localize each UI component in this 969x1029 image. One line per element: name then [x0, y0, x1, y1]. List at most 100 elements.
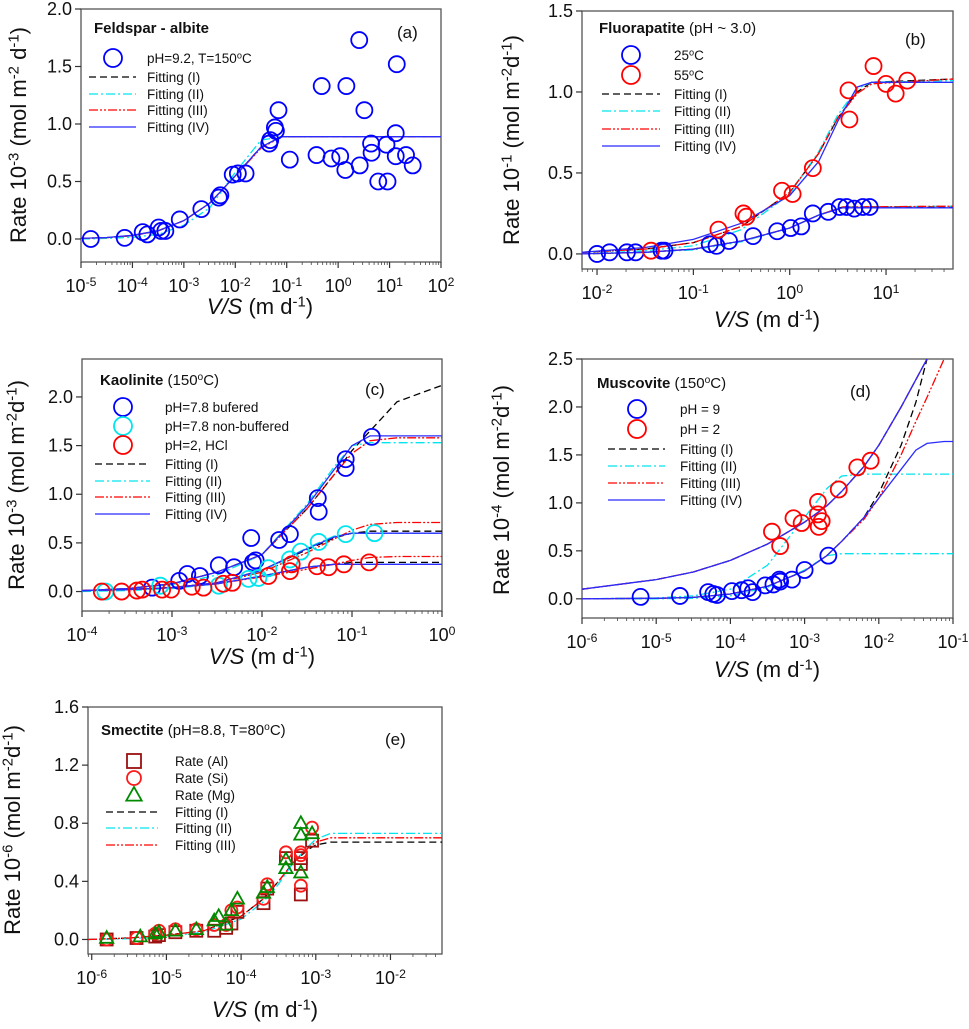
y-tick-label: 1.2: [54, 755, 79, 775]
y-tick-label: 2.0: [48, 387, 73, 407]
data-point: [309, 533, 328, 551]
legend: 25oC 55oC Fitting (I) Fitting (II) Fitting (…: [602, 45, 736, 154]
fit-curves: [582, 78, 953, 255]
data-point: [305, 833, 319, 848]
data-point: [839, 81, 858, 100]
data-point: [270, 531, 289, 549]
data-point: [773, 181, 791, 200]
title-note: (pH=8.8, T=80oC): [164, 722, 286, 739]
y-tick-label: 0.5: [548, 163, 573, 183]
data-point: [153, 580, 172, 599]
data-point: [819, 546, 838, 565]
data-point: [307, 557, 326, 576]
fit-line-fitting-i: [82, 384, 442, 592]
x-tick-label: 10-2: [375, 967, 406, 988]
data-point: [864, 57, 883, 75]
legend-label: Fitting (IV): [165, 507, 227, 522]
legend-label: Fitting (IV): [674, 139, 736, 154]
title-note: (pH ~ 3.0): [685, 20, 756, 37]
legend-label: Fitting (I): [165, 457, 218, 472]
data-point: [223, 573, 242, 592]
data-point: [167, 922, 184, 937]
fit-line-fitting-ii: [582, 553, 953, 600]
x-tick-label: 100: [325, 275, 352, 296]
data-point: [246, 551, 265, 570]
x-tick-label: 10-2: [220, 275, 251, 296]
fit-line-fitting-ii: [582, 473, 953, 600]
y-tick-label: 0.0: [54, 929, 79, 949]
legend: pH=7.8 bufered pH=7.8 non-buffered pH=2, H…: [95, 397, 289, 522]
legend-label: Fitting (II): [680, 459, 737, 474]
data-point: [362, 427, 381, 446]
data-point: [829, 480, 848, 499]
data-point: [259, 559, 278, 578]
data-point: [739, 579, 758, 598]
data-point: [242, 529, 261, 547]
legend-marker-icon: [627, 419, 647, 439]
data-point: [152, 222, 171, 240]
data-point: [214, 574, 233, 593]
data-point: [133, 580, 152, 599]
title-note: (150oC): [670, 375, 726, 392]
scatter-series: [92, 553, 379, 601]
x-tick-label: 10-2: [582, 282, 613, 303]
y-tick-label: 0.4: [54, 871, 79, 891]
legend-label: Fitting (I): [674, 87, 727, 102]
x-tick-label: 10-4: [226, 967, 257, 988]
data-point: [81, 230, 100, 248]
panel-label: (d): [850, 382, 871, 401]
data-point: [819, 202, 838, 221]
legend-label: Fitting (IV): [147, 120, 209, 135]
fit-line-fitting-iii: [582, 78, 953, 253]
data-point: [218, 916, 235, 931]
data-point: [206, 911, 223, 927]
data-point: [403, 156, 422, 175]
panel-b: 10-2 10-1 100 101 0.0 0.5 1.0 1.5 V/S (m d-1) Rat…: [499, 1, 954, 332]
x-tick-label: 10-3: [789, 631, 820, 652]
y-axis-title: Rate 10-4 (mol m-2d-1): [489, 385, 514, 595]
title-note: (150oC): [163, 372, 219, 389]
x-tick-label: 10-1: [337, 624, 368, 645]
data-point: [671, 587, 689, 605]
legend-marker-icon: [126, 770, 142, 786]
data-point: [362, 134, 380, 153]
data-point: [293, 878, 308, 893]
data-point: [280, 525, 299, 544]
data-point: [229, 890, 246, 905]
fit-line-fitting-iv: [82, 435, 442, 592]
data-point: [312, 77, 331, 95]
legend-marker-icon: [621, 65, 641, 85]
fit-line-fitting-iii: [82, 437, 442, 592]
data-point: [280, 150, 299, 169]
fit-line-fitting-iv: [582, 81, 953, 253]
data-point: [239, 569, 258, 588]
legend-label: Fitting (III): [165, 490, 226, 505]
fit-line-fitting-iii: [82, 521, 442, 592]
fit-line-fitting-ii: [82, 563, 442, 592]
fit-line-fitting-i: [88, 841, 442, 941]
data-point: [319, 558, 338, 577]
y-tick-label: 1.6: [54, 697, 79, 717]
fit-line-fitting-ii: [88, 832, 442, 941]
x-tick-label: 101: [873, 282, 900, 303]
x-tick-label: 10-4: [117, 275, 148, 296]
data-point: [840, 110, 859, 129]
legend: pH = 9 pH = 2 Fitting (I) Fitting (II) Fitti…: [608, 399, 742, 508]
data-point: [178, 565, 197, 583]
data-point: [223, 901, 240, 917]
x-tick-label: 10-5: [641, 631, 672, 652]
legend-marker-icon: [103, 48, 123, 68]
y-tick-label: 2.5: [548, 349, 573, 369]
data-point: [378, 172, 397, 191]
legend-label: Fitting (II): [175, 821, 232, 836]
data-point: [336, 459, 355, 477]
legend-label: pH = 2: [680, 422, 720, 437]
x-tick-label: 10-4: [67, 624, 98, 645]
data-point: [588, 245, 606, 263]
x-tick-label: 10-5: [66, 275, 97, 296]
x-tick-label: 10-1: [271, 275, 302, 296]
data-point: [700, 235, 719, 254]
mineral-name: Smectite: [101, 722, 164, 739]
data-point: [115, 228, 134, 247]
data-point: [350, 156, 369, 175]
